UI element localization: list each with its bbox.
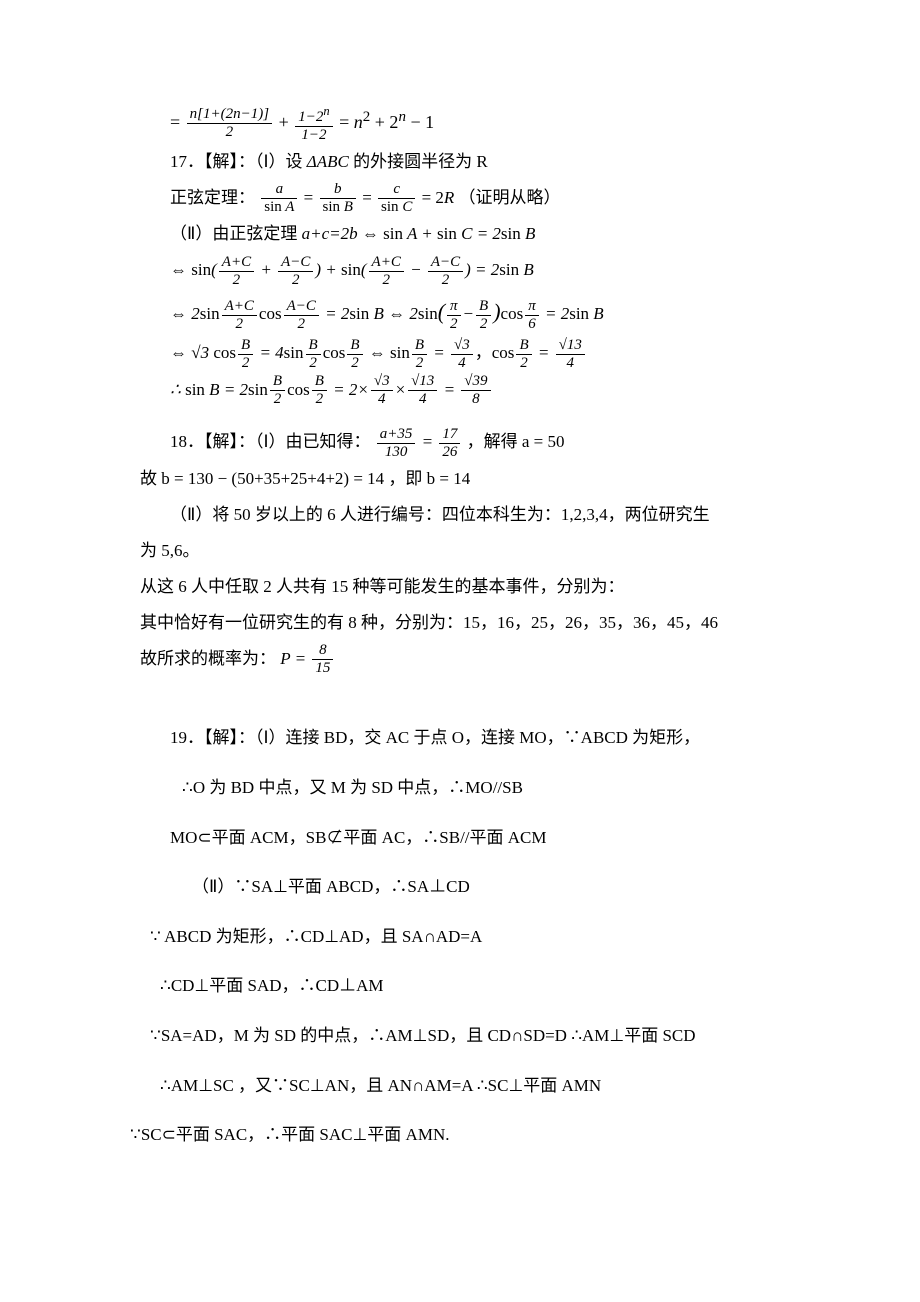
p18-line2: 故 b = 130 − (50+35+25+4+2) = 14 ，即 b = 1…	[140, 462, 770, 496]
p17-line2: （Ⅱ）由正弦定理 a+c=2b ⇔ sin A + sin C = 2sin B	[170, 217, 770, 251]
p17-line5: ⇔ √3 cosB2 = 4sinB2cosB2 ⇔ sinB2 = √34，c…	[170, 336, 770, 371]
p18-label: 18．	[170, 432, 204, 451]
p19-l3: MO⊂平面 ACM，SB⊄平面 AC，∴SB//平面 ACM	[170, 814, 770, 862]
p19-l8: ∴AM⊥SC ，又∵SC⊥AN，且 AN∩AM=A ∴SC⊥平面 AMN	[160, 1062, 770, 1110]
p19-label: 19．	[170, 728, 204, 747]
p18-heading: 18．【解】：（Ⅰ）由已知得： a+35130 = 1726 ，解得 a = 5…	[170, 425, 770, 460]
p19-l9: ∵SC⊂平面 SAC，∴平面 SAC⊥平面 AMN.	[130, 1111, 770, 1159]
p18-line6-label: 故所求的概率为：	[140, 649, 276, 668]
p17-line6: ∴ sin B = 2sinB2cosB2 = 2×√34×√134 = √39…	[170, 373, 770, 408]
p17-line1-label: 正弦定理：	[170, 188, 255, 207]
p17-line1: 正弦定理： asin A = bsin B = csin C = 2R （证明从…	[170, 181, 770, 216]
top-equation: = n[1+(2n−1)]2 + 1−2n1−2 = n2 + 2n − 1	[170, 102, 770, 143]
p19-block: 19．【解】：（Ⅰ）连接 BD，交 AC 于点 O，连接 MO，∵ABCD 为矩…	[170, 714, 770, 1158]
p17-label: 17．	[170, 152, 204, 171]
p18-line3: （Ⅱ）将 50 岁以上的 6 人进行编号：四位本科生为：1,2,3,4，两位研究…	[170, 498, 770, 532]
p19-l4: （Ⅱ）∵SA⊥平面 ABCD，∴SA⊥CD	[192, 863, 770, 911]
p18-line5: 其中恰好有一位研究生的有 8 种，分别为：15，16，25，26，35，36，4…	[140, 606, 770, 640]
p18-eq1-tail: ，解得 a = 50	[467, 432, 565, 451]
p19-head-text: 【解】：（Ⅰ）连接 BD，交 AC 于点 O，连接 MO，∵ABCD 为矩形，	[204, 728, 700, 747]
p19-heading: 19．【解】：（Ⅰ）连接 BD，交 AC 于点 O，连接 MO，∵ABCD 为矩…	[170, 714, 770, 762]
p19-l7: ∵SA=AD，M 为 SD 的中点，∴AM⊥SD，且 CD∩SD=D ∴AM⊥平…	[150, 1012, 770, 1060]
p18-line6: 故所求的概率为： P = 815	[140, 642, 770, 677]
p18-head-text: 【解】：（Ⅰ）由已知得：	[204, 432, 371, 451]
p17-heading: 17．【解】：（Ⅰ）设 ΔABC 的外接圆半径为 R	[170, 145, 770, 179]
p18-line3b: 为 5,6。	[140, 534, 770, 568]
p19-l6: ∴CD⊥平面 SAD，∴CD⊥AM	[160, 962, 770, 1010]
p18-line4: 从这 6 人中任取 2 人共有 15 种等可能发生的基本事件，分别为：	[140, 570, 770, 604]
p19-l5: ∵ ABCD 为矩形，∴CD⊥AD，且 SA∩AD=A	[150, 913, 770, 961]
p19-l2: ∴O 为 BD 中点，又 M 为 SD 中点，∴MO//SB	[182, 764, 770, 812]
p17-line3: ⇔ sin(A+C2 + A−C2) + sin(A+C2 − A−C2) = …	[170, 253, 770, 288]
p17-line4: ⇔ 2sinA+C2cosA−C2 = 2sin B ⇔ 2sin(π2−B2)…	[170, 290, 770, 334]
document-page: = n[1+(2n−1)]2 + 1−2n1−2 = n2 + 2n − 1 1…	[0, 0, 920, 1302]
